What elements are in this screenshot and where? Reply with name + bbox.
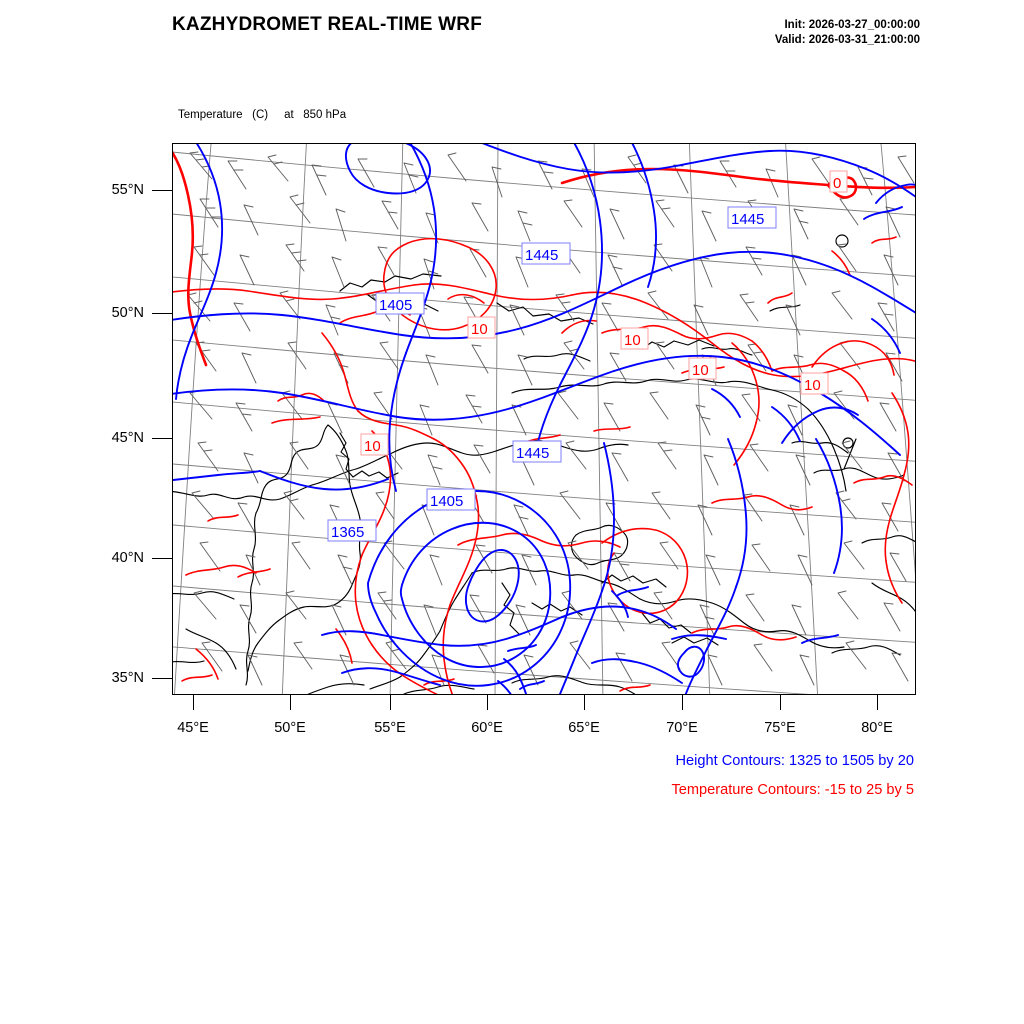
svg-text:1405: 1405 <box>430 493 463 510</box>
height-label-group: 1445 1445 1405 1445 1405 1365 <box>327 206 777 542</box>
contour-label-height: 1405 <box>375 292 425 315</box>
contour-label-height: 1405 <box>426 488 476 511</box>
contour-label-height: 1445 <box>512 440 562 463</box>
svg-text:1445: 1445 <box>731 211 764 228</box>
contour-label-height: 1445 <box>727 206 777 229</box>
y-tick-mark <box>152 558 172 559</box>
valid-time: Valid: 2026-03-31_21:00:00 <box>774 34 920 46</box>
contour-label-temperature: 10 <box>800 372 829 395</box>
coastlines-borders <box>172 234 916 695</box>
y-tick-mark <box>152 438 172 439</box>
y-tick-mark <box>152 190 172 191</box>
x-tick-mark <box>193 695 194 710</box>
contour-label-height: 1365 <box>327 519 377 542</box>
svg-text:1405: 1405 <box>379 297 412 314</box>
map-panel[interactable]: 1445 1445 1405 1445 1405 1365 0 10 10 10… <box>112 143 916 736</box>
x-axis-label: 65°E <box>568 720 600 736</box>
contour-label-temperature: 10 <box>688 357 717 380</box>
contour-label-temperature: 0 <box>829 170 848 193</box>
legend-height-contours: Height Contours: 1325 to 1505 by 20 <box>675 753 914 769</box>
y-axis-label: 55°N <box>111 182 144 198</box>
x-axis-label: 60°E <box>471 720 503 736</box>
height-contours <box>172 143 916 695</box>
x-tick-mark <box>487 695 488 710</box>
svg-text:1445: 1445 <box>525 247 558 264</box>
svg-text:1445: 1445 <box>516 445 549 462</box>
x-axis-label: 45°E <box>177 720 209 736</box>
y-tick-mark <box>152 313 172 314</box>
x-tick-mark <box>390 695 391 710</box>
x-tick-mark <box>780 695 781 710</box>
page-title: KAZHYDROMET REAL-TIME WRF <box>172 14 483 35</box>
map-frame <box>172 143 916 695</box>
variable-temperature: Temperature (C) at 850 hPa <box>178 108 347 121</box>
svg-text:1365: 1365 <box>331 524 364 541</box>
x-axis-label: 75°E <box>764 720 796 736</box>
y-axis-label: 40°N <box>111 550 144 566</box>
x-axis-label: 50°E <box>274 720 306 736</box>
y-axis-label: 45°N <box>111 430 144 446</box>
y-tick-mark <box>152 678 172 679</box>
x-tick-mark <box>584 695 585 710</box>
temperature-label-group: 0 10 10 10 10 10 <box>360 170 848 456</box>
legend-temperature-contours: Temperature Contours: -15 to 25 by 5 <box>671 782 914 798</box>
contour-labels: 1445 1445 1405 1445 1405 1365 0 10 10 10… <box>327 170 848 542</box>
x-tick-mark <box>290 695 291 710</box>
svg-text:10: 10 <box>364 438 381 455</box>
x-axis-label: 55°E <box>374 720 406 736</box>
x-axis-label: 80°E <box>861 720 893 736</box>
svg-text:10: 10 <box>471 321 488 338</box>
x-tick-mark <box>682 695 683 710</box>
contour-label-height: 1445 <box>521 242 571 265</box>
svg-text:10: 10 <box>624 332 641 349</box>
contour-label-temperature: 10 <box>360 433 389 456</box>
svg-text:10: 10 <box>692 362 709 379</box>
contour-label-temperature: 10 <box>620 327 649 350</box>
svg-text:10: 10 <box>804 377 821 394</box>
y-axis-label: 35°N <box>111 670 144 686</box>
x-axis-label: 70°E <box>666 720 698 736</box>
x-tick-mark <box>877 695 878 710</box>
wind-barbs <box>187 151 915 686</box>
init-time: Init: 2026-03-27_00:00:00 <box>784 19 920 31</box>
contour-label-temperature: 10 <box>467 316 496 339</box>
run-timestamps: Init: 2026-03-27_00:00:00 Valid: 2026-03… <box>775 18 920 48</box>
svg-text:0: 0 <box>833 175 841 192</box>
weather-map[interactable]: 1445 1445 1405 1445 1405 1365 0 10 10 10… <box>172 143 916 695</box>
y-axis-label: 50°N <box>111 305 144 321</box>
